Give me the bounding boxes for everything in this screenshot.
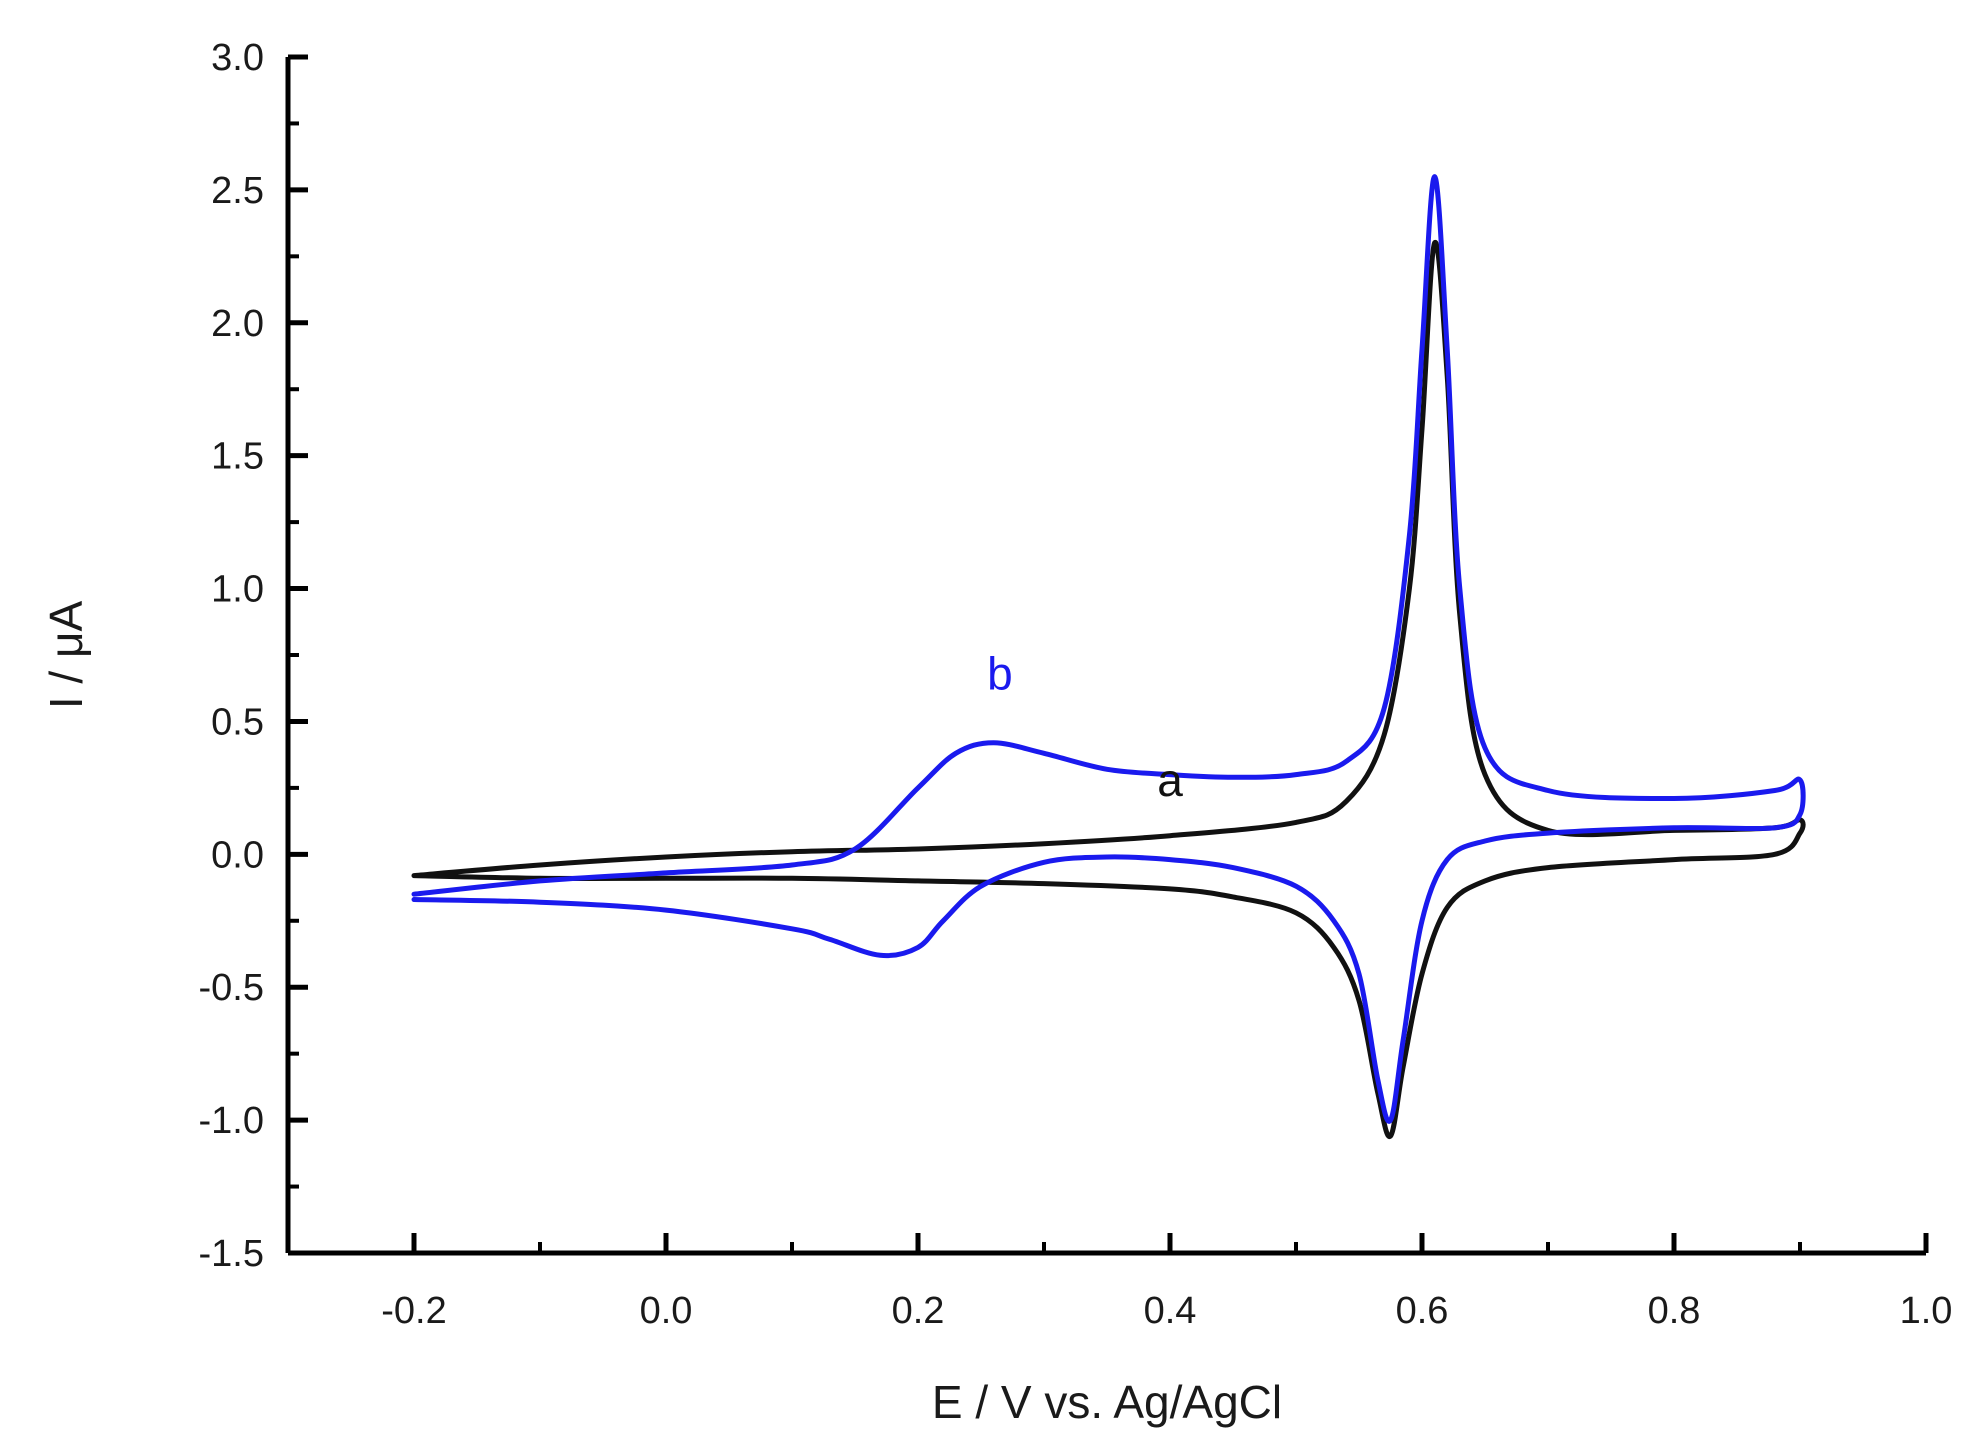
y-tick-label: 2.0: [211, 303, 264, 345]
x-tick-label: 1.0: [1900, 1290, 1953, 1332]
curve-label-a: a: [1157, 754, 1183, 806]
y-tick-label: 0.0: [211, 834, 264, 876]
y-tick-label: -0.5: [199, 967, 264, 1009]
curve-a: [411, 239, 1806, 1139]
x-tick-label: 0.0: [640, 1290, 693, 1332]
curve-label-b: b: [987, 648, 1013, 700]
x-tick-label: 0.4: [1144, 1290, 1197, 1332]
x-tick-label: 0.8: [1648, 1290, 1701, 1332]
y-tick-label: 3.0: [211, 37, 264, 79]
y-tick-label: -1.5: [199, 1233, 264, 1275]
tick-labels-layer: -0.2 0.0 0.2 0.4 0.6 0.8 1.0 -1.5 -1.0 -0.5 0.0 0.5…: [199, 37, 1953, 1332]
y-axis-title: I / μA: [40, 601, 92, 710]
x-axis-title: E / V vs. Ag/AgCl: [932, 1376, 1282, 1428]
y-tick-label: 1.5: [211, 436, 264, 478]
x-tick-label: 0.6: [1396, 1290, 1449, 1332]
y-tick-label: -1.0: [199, 1100, 264, 1142]
y-tick-label: 1.0: [211, 569, 264, 611]
ticks-layer: [288, 54, 1929, 1256]
axes-layer: [285, 57, 1926, 1256]
curve-b: [411, 174, 1806, 1124]
curves-layer: [411, 174, 1806, 1139]
x-tick-label: -0.2: [381, 1290, 446, 1332]
x-tick-label: 0.2: [892, 1290, 945, 1332]
curve-labels-layer: ab: [987, 648, 1183, 806]
y-tick-label: 2.5: [211, 170, 264, 212]
y-tick-label: 0.5: [211, 701, 264, 743]
